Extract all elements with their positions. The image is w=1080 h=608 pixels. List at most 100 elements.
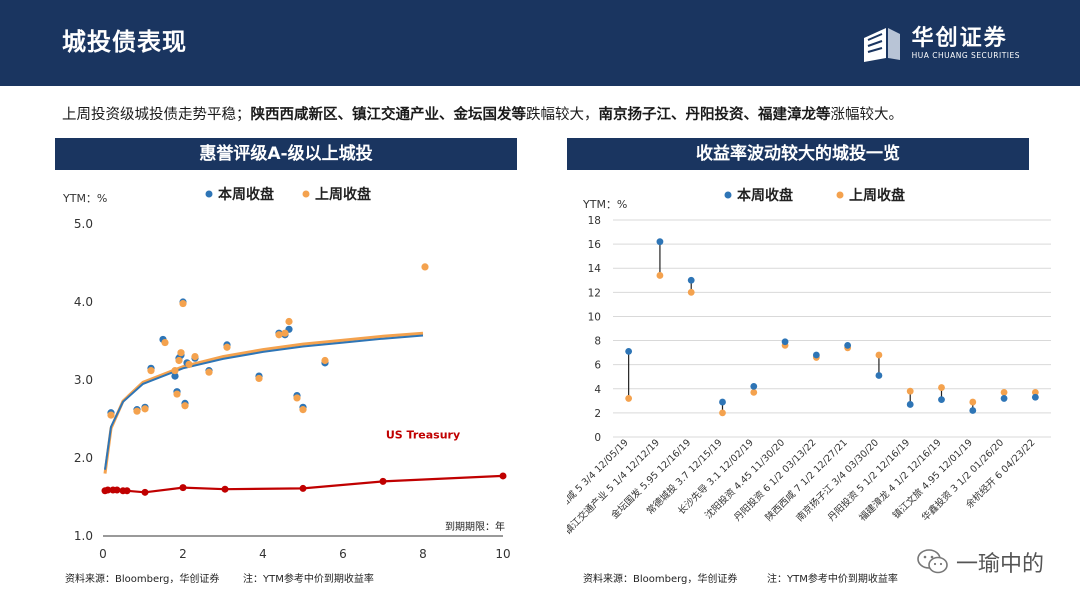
legend: 本周收盘 上周收盘 xyxy=(205,186,371,203)
point-last-week xyxy=(175,356,183,365)
right-panel-title: 收益率波动较大的城投一览 xyxy=(567,138,1029,170)
point-last-week xyxy=(1000,388,1008,396)
treasury-point xyxy=(179,484,187,492)
point-last-week xyxy=(147,367,155,375)
watermark: 一瑜中的 xyxy=(916,546,1044,578)
source-note: 资料来源：Bloomberg，华创证券 xyxy=(583,572,737,585)
treasury-point xyxy=(141,488,149,496)
point-last-week xyxy=(687,288,695,296)
point-last-week xyxy=(656,272,664,279)
y-tick-label: 2.0 xyxy=(74,451,93,465)
point-last-week xyxy=(173,390,181,398)
point-this-week xyxy=(812,351,820,359)
y-tick-label: 1.0 xyxy=(74,529,93,543)
y-tick-label: 8 xyxy=(594,336,601,348)
y-tick-label: 3.0 xyxy=(74,373,93,387)
point-last-week xyxy=(750,388,758,396)
page-title: 城投债表现 xyxy=(62,28,187,56)
point-last-week xyxy=(293,394,301,402)
point-last-week xyxy=(185,360,193,368)
legend-last-week: 上周收盘 xyxy=(315,186,371,203)
treasury-point xyxy=(499,472,507,480)
brand-name-en: HUA CHUANG SECURITIES xyxy=(911,51,1020,60)
treasury-point xyxy=(379,477,387,485)
y-tick-label: 12 xyxy=(588,287,601,299)
x-tick-label: 0 xyxy=(99,547,107,561)
summary-decline-word: 跌幅较大， xyxy=(526,107,599,123)
brand-logo-icon xyxy=(863,28,900,62)
ytm-note: 注：YTM参考中价到期收益率 xyxy=(767,572,898,585)
point-this-week xyxy=(656,238,664,246)
point-last-week xyxy=(285,317,293,326)
treasury-point xyxy=(221,485,229,493)
legend-marker-this-week xyxy=(205,190,213,198)
point-this-week xyxy=(719,398,726,406)
point-last-week xyxy=(133,407,141,415)
point-last-week xyxy=(906,387,914,395)
watermark-text: 一瑜中的 xyxy=(955,552,1044,577)
y-tick-label: 16 xyxy=(588,239,602,251)
point-this-week xyxy=(969,407,977,414)
treasury-point xyxy=(113,486,121,494)
point-this-week xyxy=(844,341,852,349)
y-tick-label: 10 xyxy=(588,311,601,323)
y-axis-label: YTM：% xyxy=(62,192,107,205)
point-last-week xyxy=(161,338,169,347)
legend: 本周收盘 上周收盘 xyxy=(724,187,905,204)
point-this-week xyxy=(1031,393,1039,401)
legend-marker-last-week xyxy=(302,190,310,198)
x-tick-label: 10 xyxy=(495,547,510,561)
point-this-week xyxy=(687,276,695,284)
point-last-week xyxy=(1031,388,1039,396)
summary-text: 上周投资级城投债走势平稳；陕西西咸新区、镇江交通产业、金坛国发等跌幅较大，南京扬… xyxy=(62,103,903,124)
summary-lead: 上周投资级城投债走势平稳； xyxy=(62,107,251,123)
x-axis-label: 到期期限：年 xyxy=(445,520,505,533)
brand-name-cn: 华创证券 xyxy=(911,26,1008,51)
summary-decliners: 陕西西咸新区、镇江交通产业、金坛国发等 xyxy=(250,107,527,123)
point-this-week xyxy=(1000,395,1008,402)
y-tick-label: 2 xyxy=(594,408,601,420)
left-panel-title: 惠誉评级A-级以上城投 xyxy=(55,138,517,170)
scatter-chart: YTM：% 本周收盘 上周收盘 0 2 4 6 8 10 1.0 2.0 3.0 4.0 5.0 U… xyxy=(62,186,511,585)
treasury-point xyxy=(123,487,131,495)
point-last-week xyxy=(171,367,179,375)
treasury-point xyxy=(104,486,112,494)
point-last-week xyxy=(719,409,726,417)
summary-gain-word: 涨幅较大。 xyxy=(830,107,904,123)
x-tick-label: 2 xyxy=(179,547,187,561)
wechat-icon xyxy=(917,549,948,574)
fit-curve-this-week xyxy=(104,334,424,470)
y-tick-label: 14 xyxy=(588,263,602,275)
point-last-week xyxy=(969,398,977,406)
legend-last-week: 上周收盘 xyxy=(849,187,905,204)
y-tick-label: 0 xyxy=(594,432,601,444)
point-last-week xyxy=(255,374,263,383)
point-last-week xyxy=(177,349,185,357)
fit-curve-last-week xyxy=(103,331,424,474)
treasury-point xyxy=(299,484,307,492)
point-last-week xyxy=(421,263,429,271)
point-last-week xyxy=(281,329,289,337)
point-last-week xyxy=(107,411,115,419)
legend-marker-this-week xyxy=(724,191,732,199)
y-tick-label: 5.0 xyxy=(74,217,93,231)
x-tick-label: 6 xyxy=(339,547,347,561)
legend-this-week: 本周收盘 xyxy=(218,186,274,203)
treasury-label: US Treasury xyxy=(386,429,460,442)
brand: 华创证券 HUA CHUANG SECURITIES xyxy=(860,22,1020,66)
y-tick-label: 6 xyxy=(594,360,601,372)
point-this-week xyxy=(171,372,179,380)
point-this-week xyxy=(750,382,758,390)
summary-gainers: 南京扬子江、丹阳投资、福建漳龙等 xyxy=(598,107,831,123)
point-last-week xyxy=(141,405,149,413)
point-last-week xyxy=(223,343,231,351)
point-last-week xyxy=(191,353,199,361)
y-tick-label: 4 xyxy=(594,384,601,396)
point-last-week xyxy=(321,356,329,365)
point-last-week xyxy=(625,395,633,402)
x-tick-label: 4 xyxy=(259,547,267,561)
source-note: 资料来源：Bloomberg，华创证券 xyxy=(65,572,219,585)
legend-marker-last-week xyxy=(836,191,844,199)
y-tick-label: 18 xyxy=(588,215,601,227)
